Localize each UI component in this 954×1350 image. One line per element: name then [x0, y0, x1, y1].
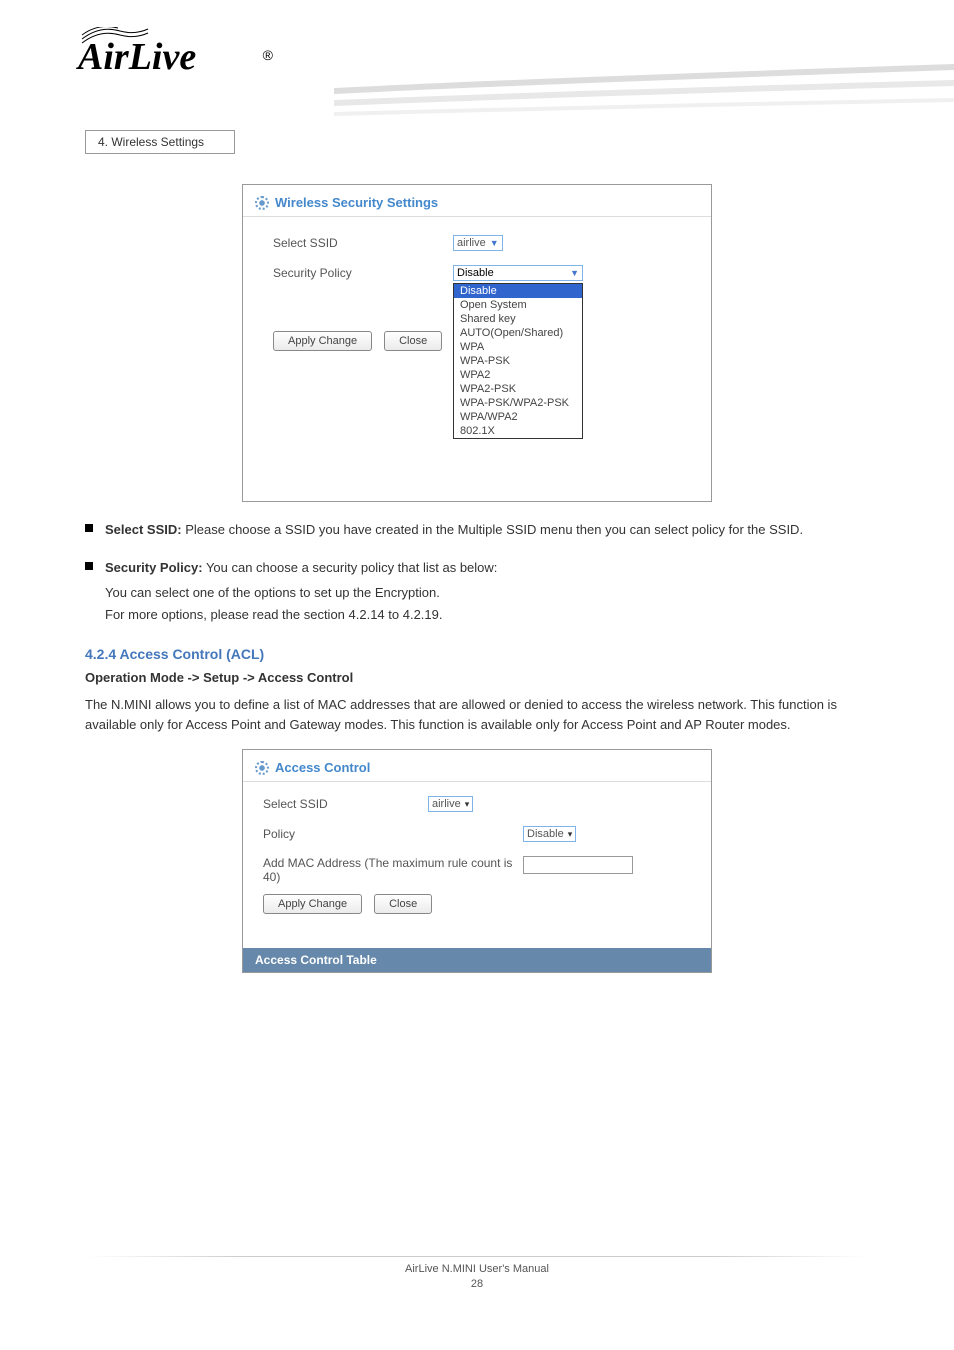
page-footer: AirLive N.MINI User's Manual 28	[0, 1256, 954, 1290]
option-shared-key[interactable]: Shared key	[454, 312, 582, 326]
option-wpa2-psk[interactable]: WPA2-PSK	[454, 382, 582, 396]
security-policy-label: Security Policy	[273, 266, 453, 280]
security-policy-options: Disable Open System Shared key AUTO(Open…	[453, 283, 583, 439]
chevron-down-icon: ▼	[570, 268, 579, 278]
screenshot1-header: Wireless Security Settings	[243, 185, 711, 217]
security-policy-dropdown[interactable]: Disable ▼	[453, 265, 583, 281]
screenshot2-button-row: Apply Change Close	[263, 894, 691, 914]
policy-label: Policy	[263, 827, 523, 841]
security-policy-value: Disable	[457, 267, 494, 279]
row-select-ssid: Select SSID airlive ▼	[273, 235, 681, 251]
row-select-ssid-2: Select SSID airlive ▾	[263, 796, 691, 812]
notes-list: You can select one of the options to set…	[105, 583, 869, 624]
screenshot1-body: Select SSID airlive ▼ Security Policy Di…	[243, 217, 711, 501]
bullet-marker	[85, 524, 93, 532]
screenshot1-title: Wireless Security Settings	[275, 195, 438, 210]
note-2: For more options, please read the sectio…	[105, 605, 869, 625]
note-1: You can select one of the options to set…	[105, 583, 869, 603]
bullet-security-policy-desc: You can choose a security policy that li…	[206, 560, 497, 575]
option-open-system[interactable]: Open System	[454, 298, 582, 312]
header-swoosh-graphic	[334, 60, 954, 120]
subsection-path-text: Operation Mode -> Setup -> Access Contro…	[85, 670, 353, 685]
bullet-marker	[85, 562, 93, 570]
bullet-security-policy: Security Policy: You can choose a securi…	[85, 558, 869, 578]
chevron-down-icon: ▾	[465, 799, 470, 810]
screenshot-access-control: Access Control Select SSID airlive ▾ Pol…	[242, 749, 712, 973]
mac-address-label: Add MAC Address (The maximum rule count …	[263, 856, 523, 884]
logo-registered: ®	[263, 47, 273, 63]
screenshot-wireless-security: Wireless Security Settings Select SSID a…	[242, 184, 712, 502]
chevron-down-icon: ▾	[568, 829, 573, 840]
policy-value: Disable	[527, 828, 564, 840]
subsection-heading: 4.2.4 Access Control (ACL)	[85, 646, 869, 662]
subsection-number: 4.2.4	[85, 646, 116, 662]
bullet-select-ssid-text: Select SSID: Please choose a SSID you ha…	[105, 520, 803, 540]
bullet-select-ssid-title: Select SSID:	[105, 522, 182, 537]
option-wpa-psk[interactable]: WPA-PSK	[454, 354, 582, 368]
option-8021x[interactable]: 802.1X	[454, 424, 582, 438]
gear-icon	[255, 761, 269, 775]
close-button-2[interactable]: Close	[374, 894, 432, 914]
chevron-down-icon: ▼	[490, 238, 499, 248]
subsection-path: Operation Mode -> Setup -> Access Contro…	[85, 670, 869, 685]
subsection-title: Access Control (ACL)	[120, 646, 265, 662]
option-auto[interactable]: AUTO(Open/Shared)	[454, 326, 582, 340]
option-wpa[interactable]: WPA	[454, 340, 582, 354]
select-ssid-dropdown[interactable]: airlive ▼	[453, 235, 503, 251]
page-content: 4. Wireless Settings Wireless Security S…	[0, 130, 954, 973]
access-control-table-bar: Access Control Table	[243, 948, 711, 972]
bullet-select-ssid-desc: Please choose a SSID you have created in…	[185, 522, 803, 537]
row-policy: Policy Disable ▾	[263, 826, 691, 842]
select-ssid-value: airlive	[457, 237, 486, 249]
select-ssid-value-2: airlive	[432, 798, 461, 810]
option-disable[interactable]: Disable	[454, 284, 582, 298]
footer-divider	[87, 1256, 867, 1257]
gear-icon	[255, 196, 269, 210]
screenshot2-body: Select SSID airlive ▾ Policy Disable ▾ A…	[243, 782, 711, 928]
page-header: AirLive ®	[0, 0, 954, 130]
select-ssid-dropdown-2[interactable]: airlive ▾	[428, 796, 473, 812]
option-wpa2[interactable]: WPA2	[454, 368, 582, 382]
screenshot2-header: Access Control	[243, 750, 711, 782]
option-wpa-psk-wpa2-psk[interactable]: WPA-PSK/WPA2-PSK	[454, 396, 582, 410]
subsection-description: The N.MINI allows you to define a list o…	[85, 695, 869, 734]
airlive-logo: AirLive ®	[78, 35, 263, 95]
security-policy-row: Security Policy Disable ▼ Disable Open S…	[273, 265, 681, 281]
bullet-security-policy-text: Security Policy: You can choose a securi…	[105, 558, 497, 578]
bullet-security-policy-title: Security Policy:	[105, 560, 203, 575]
logo-text: AirLive	[78, 36, 196, 78]
bullet-select-ssid: Select SSID: Please choose a SSID you ha…	[85, 520, 869, 540]
mac-address-input[interactable]	[523, 856, 633, 874]
select-ssid-label: Select SSID	[273, 236, 453, 250]
policy-dropdown[interactable]: Disable ▾	[523, 826, 576, 842]
option-wpa-wpa2[interactable]: WPA/WPA2	[454, 410, 582, 424]
select-ssid-label-2: Select SSID	[263, 797, 428, 811]
apply-change-button-2[interactable]: Apply Change	[263, 894, 362, 914]
close-button[interactable]: Close	[384, 331, 442, 351]
row-mac-address: Add MAC Address (The maximum rule count …	[263, 856, 691, 884]
section-tab: 4. Wireless Settings	[85, 130, 235, 154]
screenshot2-title: Access Control	[275, 760, 370, 775]
footer-text: AirLive N.MINI User's Manual	[0, 1263, 954, 1275]
apply-change-button[interactable]: Apply Change	[273, 331, 372, 351]
footer-page-number: 28	[0, 1278, 954, 1290]
